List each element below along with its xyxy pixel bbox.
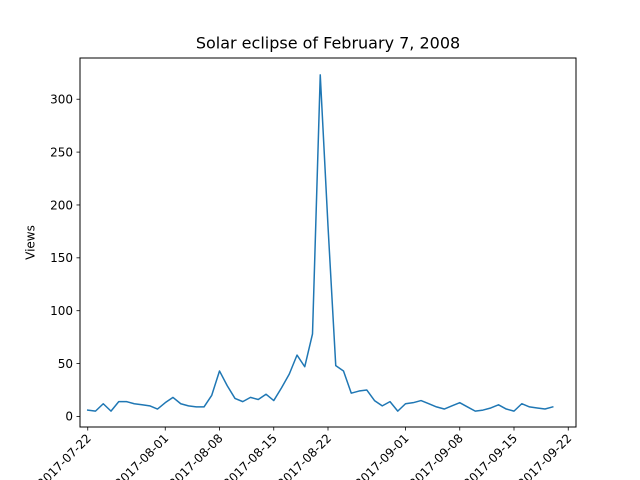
x-tick-label: 2017-08-15 [221, 431, 280, 480]
plot-frame [79, 57, 577, 428]
x-tick-label: 2017-09-08 [407, 431, 466, 480]
x-tick-label: 2017-09-22 [515, 431, 574, 480]
x-tick-label: 2017-09-15 [461, 431, 520, 480]
y-tick-label: 100 [50, 304, 73, 318]
y-tick-label: 0 [65, 410, 73, 424]
x-tick-label: 2017-08-08 [166, 431, 225, 480]
y-axis: 0 50 100 150 200 250 300 [50, 93, 80, 424]
y-tick-label: 250 [50, 145, 73, 159]
x-tick-label: 2017-08-01 [112, 431, 171, 480]
series-layer [86, 74, 554, 412]
y-axis-label: Views [24, 225, 38, 260]
x-tick-label: 2017-09-01 [352, 431, 411, 480]
x-axis: 2017-07-22 2017-08-012017-08-082017-08-15… [35, 427, 574, 480]
x-tick-label: 2017-07-22 [35, 431, 94, 480]
series-line [86, 74, 554, 412]
y-tick-label: 150 [50, 251, 73, 265]
chart-title: Solar eclipse of February 7, 2008 [196, 34, 460, 53]
x-tick-label: 2017-08-22 [275, 431, 334, 480]
y-tick-label: 200 [50, 198, 73, 212]
y-tick-label: 300 [50, 93, 73, 107]
y-tick-label: 50 [58, 357, 73, 371]
